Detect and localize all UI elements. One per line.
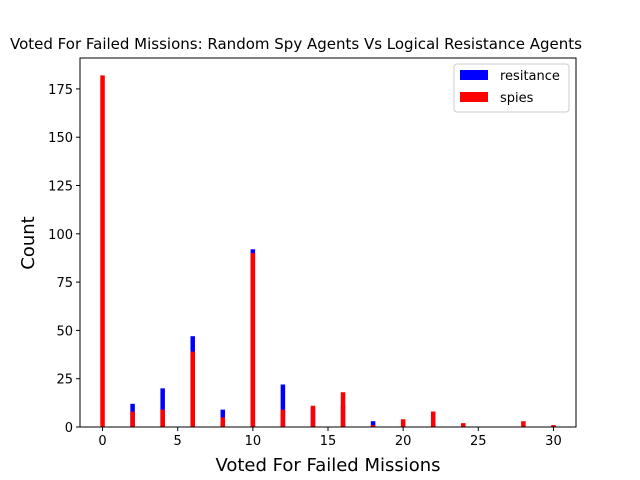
x-tick-label: 30: [545, 434, 562, 449]
bar-spies-13: [521, 421, 526, 427]
x-tick-label: 5: [174, 434, 182, 449]
bar-spies-11: [430, 411, 436, 427]
y-tick-label: 25: [56, 373, 73, 388]
legend-label-resitance: resitance: [500, 69, 560, 84]
y-axis: 0 25 50 75 100 125 150 175: [48, 83, 80, 436]
bar-spies-9: [370, 425, 376, 427]
y-tick-label: 125: [48, 180, 73, 195]
x-tick-label: 0: [98, 434, 106, 449]
x-axis-title: Voted For Failed Missions: [215, 455, 440, 476]
bar-spies-5: [250, 253, 256, 427]
bar-resitance-5: [280, 384, 286, 427]
y-tick-label: 0: [65, 421, 73, 436]
x-tick-label: 10: [245, 434, 262, 449]
bar-spies-10: [400, 419, 406, 427]
bar-spies-6: [280, 409, 286, 427]
legend-swatch-resitance: [460, 70, 488, 80]
y-axis-title: Count: [18, 216, 39, 269]
legend-swatch-spies: [460, 92, 488, 102]
bar-resitance-8: [370, 421, 376, 427]
bar-spies-1: [130, 411, 135, 427]
bar-spies-12: [461, 423, 466, 427]
y-tick-label: 150: [48, 131, 73, 146]
y-tick-label: 175: [48, 83, 73, 98]
legend-label-spies: spies: [500, 91, 534, 106]
bar-spies-0: [100, 75, 105, 427]
bar-spies-4: [220, 417, 226, 427]
y-tick-label: 50: [56, 324, 73, 339]
chart-title: Voted For Failed Missions: Random Spy Ag…: [10, 35, 582, 53]
x-axis: 0 5 10 15 20 25 30: [98, 427, 562, 449]
bar-spies-14: [551, 425, 556, 427]
plot-frame: [79, 57, 577, 428]
x-tick-label: 15: [320, 434, 337, 449]
bar-spies-2: [160, 409, 165, 427]
x-tick-label: 20: [395, 434, 412, 449]
bar-resitance-1: [160, 388, 165, 427]
bars-group: [100, 75, 556, 427]
y-tick-label: 75: [56, 276, 73, 291]
legend: resitance spies: [453, 63, 570, 113]
bar-spies-8: [340, 392, 346, 427]
x-tick-label: 25: [470, 434, 487, 449]
y-tick-label: 100: [48, 228, 73, 243]
bar-spies-3: [190, 351, 195, 427]
bar-spies-7: [310, 405, 316, 427]
